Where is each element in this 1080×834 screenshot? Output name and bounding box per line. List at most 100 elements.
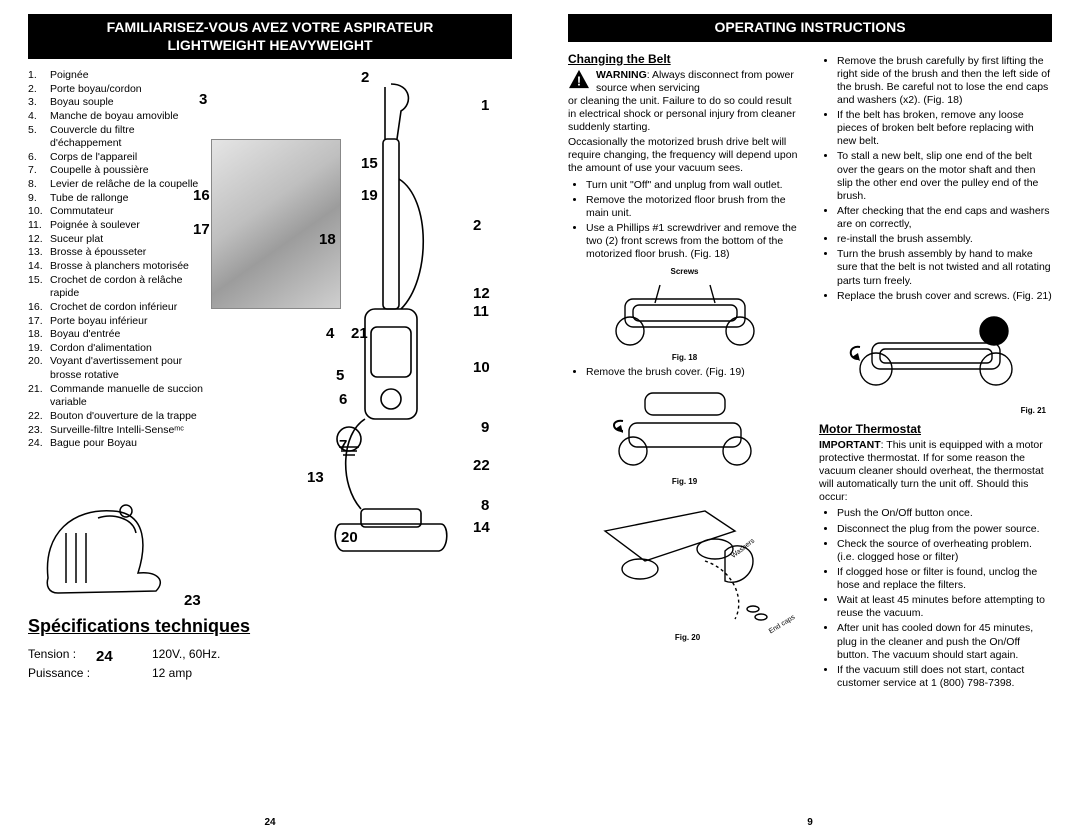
right-title-bar: OPERATING INSTRUCTIONS bbox=[568, 14, 1052, 42]
fig18-caption: Fig. 18 bbox=[672, 353, 697, 363]
callout-1: 1 bbox=[481, 97, 489, 114]
warning-triangle-icon: ! bbox=[568, 69, 590, 89]
figure-18: Fig. 18 bbox=[568, 281, 801, 363]
callout-22: 22 bbox=[473, 457, 490, 474]
page-right: OPERATING INSTRUCTIONS Changing the Belt… bbox=[540, 0, 1080, 834]
callout-4: 4 bbox=[326, 325, 334, 342]
detail-diagram bbox=[28, 463, 188, 608]
spec-tension-value: 120V., 60Hz. bbox=[152, 645, 220, 664]
callout-3: 3 bbox=[199, 91, 207, 108]
belt-steps-a: Turn unit "Off" and unplug from wall out… bbox=[568, 179, 801, 262]
callout-5: 5 bbox=[336, 367, 344, 384]
part-24: Bague pour Boyau bbox=[28, 437, 203, 451]
warning-text: WARNING: Always disconnect from power so… bbox=[596, 69, 801, 95]
m-4: If clogged hose or filter is found, uncl… bbox=[837, 566, 1052, 592]
part-20: Voyant d'avertissement pour brosse rotat… bbox=[28, 355, 203, 382]
part-5: Couvercle du filtre d'échappement bbox=[28, 124, 203, 151]
callout-24: 24 bbox=[96, 648, 113, 665]
spec-power: Puissance : 12 amp bbox=[28, 664, 512, 683]
m-6: After unit has cooled down for 45 minute… bbox=[837, 622, 1052, 661]
c2-5: re-install the brush assembly. bbox=[837, 233, 1052, 246]
m-5: Wait at least 45 minutes before attempti… bbox=[837, 594, 1052, 620]
svg-text:!: ! bbox=[577, 73, 581, 88]
part-2: Porte boyau/cordon bbox=[28, 83, 203, 97]
part-8: Levier de relâche de la coupelle bbox=[28, 178, 203, 192]
callout-6: 6 bbox=[339, 391, 347, 408]
part-3: Boyau souple bbox=[28, 96, 203, 110]
part-19: Cordon d'alimentation bbox=[28, 342, 203, 356]
part-1: Poignée bbox=[28, 69, 203, 83]
c2-4: After checking that the end caps and was… bbox=[837, 205, 1052, 231]
callout-17: 17 bbox=[193, 221, 210, 238]
callout-2: 2 bbox=[361, 69, 369, 86]
c2-3: To stall a new belt, slip one end of the… bbox=[837, 150, 1052, 203]
part-9: Tube de rallonge bbox=[28, 192, 203, 206]
callout-2b: 2 bbox=[473, 217, 481, 234]
callout-16: 16 bbox=[193, 187, 210, 204]
diagram-zone: 1 2 3 4 5 6 7 8 9 10 11 12 13 14 15 16 1… bbox=[211, 69, 512, 608]
belt-step-a3: Use a Phillips #1 screwdriver and remove… bbox=[586, 222, 801, 261]
part-23: Surveille-filtre Intelli-Senseᵐᶜ bbox=[28, 424, 203, 438]
part-15: Crochet de cordon à relâche rapide bbox=[28, 274, 203, 301]
part-17: Porte boyau inférieur bbox=[28, 315, 203, 329]
part-13: Brosse à épousseter bbox=[28, 246, 203, 260]
belt-cover-bullet: Remove the brush cover. (Fig. 19) bbox=[568, 366, 801, 379]
spec-heading: Spécifications techniques bbox=[28, 616, 512, 637]
part-7: Coupelle à poussière bbox=[28, 164, 203, 178]
callout-19: 19 bbox=[361, 187, 378, 204]
part-11: Poignée à soulever bbox=[28, 219, 203, 233]
page-left: FAMILIARISEZ-VOUS AVEZ VOTRE ASPIRATEUR … bbox=[0, 0, 540, 834]
right-body: Changing the Belt ! WARNING: Always disc… bbox=[568, 52, 1052, 697]
warning-row: ! WARNING: Always disconnect from power … bbox=[568, 69, 801, 95]
part-14: Brosse à planchers motorisée bbox=[28, 260, 203, 274]
callout-13: 13 bbox=[307, 469, 324, 486]
callout-11: 11 bbox=[473, 303, 489, 320]
screws-label: Screws bbox=[568, 267, 801, 277]
callout-18: 18 bbox=[319, 231, 336, 248]
callout-9: 9 bbox=[481, 419, 489, 436]
spec-power-label: Puissance : bbox=[28, 664, 118, 683]
motor-steps: Push the On/Off button once. Disconnect … bbox=[819, 507, 1052, 690]
part-21: Commande manuelle de succion variable bbox=[28, 383, 203, 410]
right-col-2: Remove the brush carefully by first lift… bbox=[819, 52, 1052, 697]
callout-21: 21 bbox=[351, 325, 368, 342]
figure-20: Washers End caps Fig. 20 bbox=[568, 491, 801, 643]
fig19-caption: Fig. 19 bbox=[672, 477, 697, 487]
belt-step-a1: Turn unit "Off" and unplug from wall out… bbox=[586, 179, 801, 192]
m-1: Push the On/Off button once. bbox=[837, 507, 1052, 520]
left-body: Poignée Porte boyau/cordon Boyau souple … bbox=[28, 69, 512, 608]
fig21-caption: Fig. 21 bbox=[819, 406, 1052, 416]
c2-6: Turn the brush assembly by hand to make … bbox=[837, 248, 1052, 287]
part-4: Manche de boyau amovible bbox=[28, 110, 203, 124]
left-title-2: LIGHTWEIGHT HEAVYWEIGHT bbox=[34, 37, 506, 55]
part-16: Crochet de cordon inférieur bbox=[28, 301, 203, 315]
part-22: Bouton d'ouverture de la trappe bbox=[28, 410, 203, 424]
left-page-number: 24 bbox=[264, 817, 275, 828]
belt-heading: Changing the Belt bbox=[568, 52, 801, 67]
callout-23: 23 bbox=[184, 592, 201, 609]
main-vacuum-diagram: 1 2 3 4 5 6 7 8 9 10 11 12 13 14 15 16 1… bbox=[211, 69, 512, 589]
callout-10: 10 bbox=[473, 359, 490, 376]
callout-15: 15 bbox=[361, 155, 378, 172]
part-18: Boyau d'entrée bbox=[28, 328, 203, 342]
warning-continuation: or cleaning the unit. Failure to do so c… bbox=[568, 95, 801, 134]
figure-19: Fig. 19 bbox=[568, 385, 801, 487]
right-col-1: Changing the Belt ! WARNING: Always disc… bbox=[568, 52, 801, 697]
vacuum-line-art bbox=[331, 79, 451, 569]
spec-power-value: 12 amp bbox=[152, 664, 192, 683]
c2-7: Replace the brush cover and screws. (Fig… bbox=[837, 290, 1052, 303]
figure-21: Fig. 21 bbox=[819, 309, 1052, 416]
part-10: Commutateur bbox=[28, 205, 203, 219]
right-page-number: 9 bbox=[807, 817, 813, 828]
callout-20: 20 bbox=[341, 529, 358, 546]
motor-heading: Motor Thermostat bbox=[819, 422, 1052, 437]
part-12: Suceur plat bbox=[28, 233, 203, 247]
c2-2: If the belt has broken, remove any loose… bbox=[837, 109, 1052, 148]
callout-7: 7 bbox=[339, 437, 347, 454]
left-title-bar: FAMILIARISEZ-VOUS AVEZ VOTRE ASPIRATEUR … bbox=[28, 14, 512, 59]
callout-14: 14 bbox=[473, 519, 490, 536]
c2-1: Remove the brush carefully by first lift… bbox=[837, 55, 1052, 108]
left-title-1: FAMILIARISEZ-VOUS AVEZ VOTRE ASPIRATEUR bbox=[34, 19, 506, 37]
m-3: Check the source of overheating problem.… bbox=[837, 538, 1052, 564]
parts-list: Poignée Porte boyau/cordon Boyau souple … bbox=[28, 69, 203, 608]
